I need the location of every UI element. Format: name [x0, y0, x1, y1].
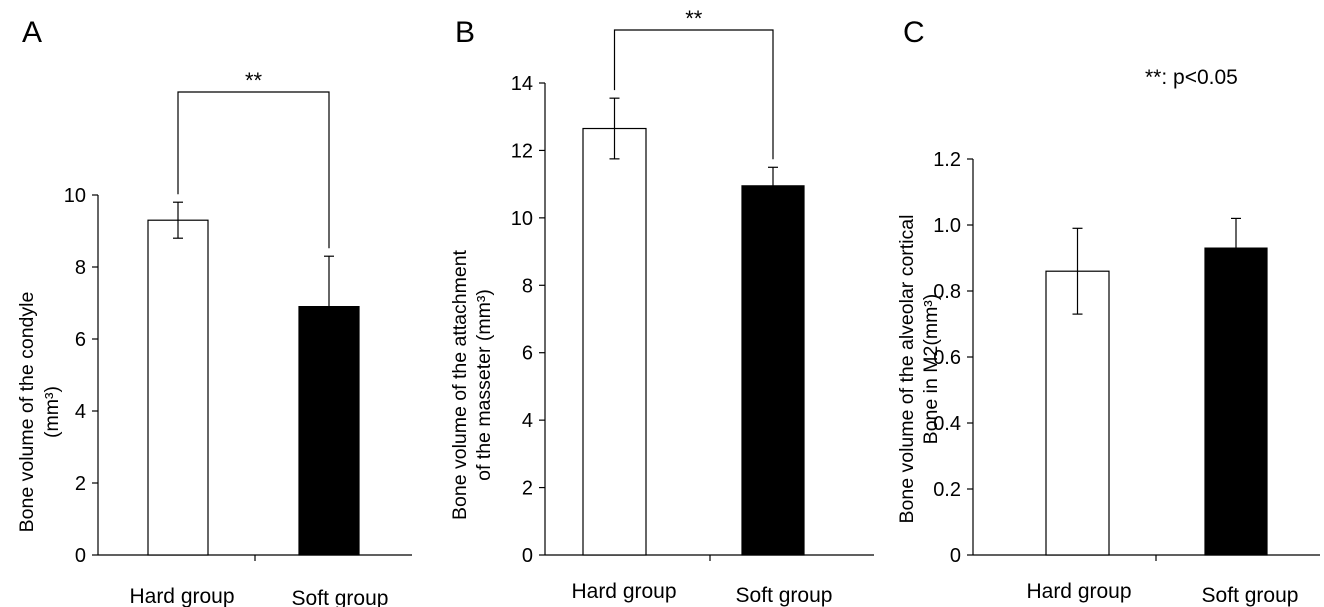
y-tick-label: 2 [75, 473, 86, 495]
y-tick-label: 0.6 [933, 347, 961, 369]
y-tick-label: 1.2 [933, 149, 961, 171]
y-tick-label: 0.8 [933, 281, 961, 303]
category-label: Soft group [1202, 584, 1299, 607]
y-tick-label: 0.2 [933, 479, 961, 501]
y-axis-label: Bone volume of the alveolar cortical [896, 215, 918, 524]
y-axis-label: of the masseter (mm³) [473, 289, 495, 481]
chart-panel-c: C 0 0.2 0.4 0.6 0.8 1.0 1.2 Hard group Soft group… [896, 16, 1320, 607]
y-tick-label: 4 [522, 410, 533, 432]
y-axis-label: Bone volume of the condyle [16, 292, 38, 533]
significance-bracket [177, 91, 330, 249]
bar-soft [1204, 247, 1268, 556]
bar-soft [298, 306, 360, 556]
chart-panel-b: B 0 2 4 6 8 10 12 14 Hard group Soft group ** Bone v… [449, 6, 874, 607]
significance-marker: ** [685, 6, 703, 31]
y-tick-label: 10 [64, 185, 86, 207]
bar-soft [741, 185, 805, 556]
panel-letter: A [22, 16, 42, 49]
category-label: Soft group [292, 587, 389, 607]
bar-hard [147, 219, 209, 556]
y-tick-label: 6 [522, 343, 533, 365]
category-label: Hard group [1026, 580, 1131, 603]
panel-letter: C [903, 16, 925, 49]
y-tick-label: 0 [75, 545, 86, 567]
bar-hard [1045, 270, 1110, 556]
y-tick-label: 8 [522, 275, 533, 297]
y-tick-label: 8 [75, 257, 86, 279]
y-tick-label: 14 [511, 73, 533, 95]
y-axis-label: Bone in M2(mm³) [920, 294, 942, 445]
significance-marker: ** [245, 68, 263, 93]
y-axis-label: (mm³) [41, 386, 63, 438]
y-tick-label: 4 [75, 401, 86, 423]
category-label: Hard group [129, 585, 234, 607]
y-tick-label: 0 [950, 545, 961, 567]
y-tick-label: 12 [511, 140, 533, 162]
y-tick-label: 10 [511, 208, 533, 230]
y-tick-label: 0.4 [933, 413, 961, 435]
category-label: Hard group [571, 580, 676, 603]
category-label: Soft group [736, 584, 833, 607]
significance-bracket [613, 29, 774, 160]
bar-hard [582, 127, 647, 556]
y-tick-label: 6 [75, 329, 86, 351]
y-axis-label: Bone volume of the attachment [449, 249, 471, 519]
y-tick-label: 1.0 [933, 215, 961, 237]
y-tick-label: 2 [522, 478, 533, 500]
chart-panel-a: A 0 2 4 6 8 10 Hard group Soft group ** Bone volum… [16, 16, 412, 607]
y-tick-label: 0 [522, 545, 533, 567]
panel-letter: B [455, 16, 475, 49]
significance-note: **: p<0.05 [1145, 66, 1238, 89]
